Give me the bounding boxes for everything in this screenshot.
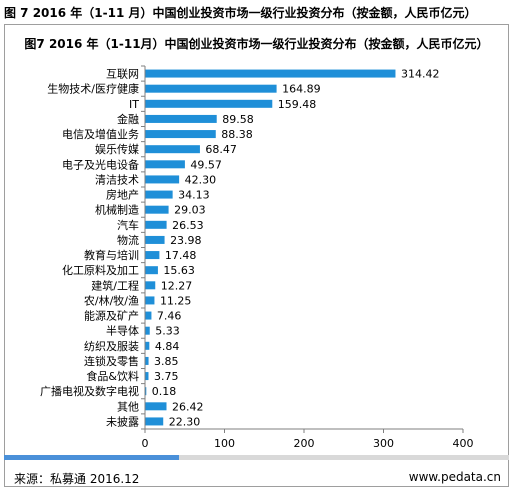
bar <box>145 326 150 335</box>
bar <box>145 341 150 350</box>
chart-frame: 图7 2016 年（1-11月）中国创业投资市场一级行业投资分布（按金额，人民币… <box>4 24 509 487</box>
figure-caption: 图 7 2016 年（1-11 月）中国创业投资市场一级行业投资分布（按金额，人… <box>4 6 477 20</box>
value-label: 314.42 <box>401 68 440 81</box>
value-label: 4.84 <box>155 340 180 353</box>
bar <box>145 160 185 169</box>
value-label: 7.46 <box>157 310 182 323</box>
category-label: 能源及矿产 <box>84 309 139 323</box>
bar <box>145 356 149 365</box>
footer-divider <box>4 455 509 460</box>
category-label: 食品&饮料 <box>86 369 139 383</box>
category-label: 纺织及服装 <box>84 339 139 353</box>
value-label: 22.30 <box>169 415 201 428</box>
bar <box>145 235 165 244</box>
value-label: 3.85 <box>154 355 179 368</box>
value-label: 49.57 <box>190 158 222 171</box>
bar <box>145 402 167 411</box>
value-label: 26.42 <box>172 400 204 413</box>
bar <box>145 130 216 139</box>
bar <box>145 220 167 229</box>
value-label: 89.58 <box>222 113 254 126</box>
bar <box>145 281 156 290</box>
category-label: 建筑/工程 <box>91 278 139 292</box>
category-label: 房地产 <box>106 188 139 202</box>
bar <box>145 417 164 426</box>
value-label: 34.13 <box>178 189 210 202</box>
bar <box>145 145 200 154</box>
category-label: 连锁及零售 <box>84 354 139 368</box>
category-label: 金融 <box>117 112 139 126</box>
category-label: 教育与培训 <box>84 248 139 262</box>
bar <box>145 387 147 396</box>
value-label: 12.27 <box>161 279 193 292</box>
category-label: 未披露 <box>106 414 139 428</box>
source-note: 来源：私募通 2016.12 <box>14 472 140 486</box>
category-label: 电信及增值业务 <box>62 127 139 141</box>
value-label: 159.48 <box>278 98 317 111</box>
value-label: 3.75 <box>154 370 179 383</box>
category-label: 互联网 <box>106 68 139 81</box>
bar <box>145 266 158 275</box>
bar <box>145 84 277 93</box>
value-label: 17.48 <box>165 249 197 262</box>
bar <box>145 311 152 320</box>
value-label: 68.47 <box>205 143 237 156</box>
bar <box>145 205 169 214</box>
footer-divider-accent <box>4 455 179 460</box>
category-label: IT <box>129 98 139 111</box>
bar <box>145 372 149 381</box>
x-tick-label: 300 <box>373 437 394 450</box>
value-label: 23.98 <box>170 234 202 247</box>
x-tick-label: 100 <box>214 437 235 450</box>
chart-title: 图7 2016 年（1-11月）中国创业投资市场一级行业投资分布（按金额，人民币… <box>24 37 489 51</box>
value-label: 88.38 <box>221 128 253 141</box>
bar <box>145 114 217 123</box>
website-link[interactable]: www.pedata.cn <box>408 470 501 484</box>
value-label: 26.53 <box>172 219 204 232</box>
value-label: 5.33 <box>155 325 180 338</box>
category-label: 清洁技术 <box>95 173 139 186</box>
x-tick-label: 400 <box>453 437 474 450</box>
bar <box>145 99 273 108</box>
bar <box>145 296 155 305</box>
category-label: 生物技术/医疗健康 <box>47 82 139 96</box>
category-label: 其他 <box>117 400 139 413</box>
bar <box>145 175 180 184</box>
category-label: 广播电视及数字电视 <box>40 384 139 398</box>
category-label: 化工原料及加工 <box>62 263 139 277</box>
category-label: 机械制造 <box>95 203 139 217</box>
bar <box>145 251 160 260</box>
category-label: 汽车 <box>117 218 139 232</box>
category-label: 物流 <box>117 233 139 247</box>
bar <box>145 190 173 199</box>
value-label: 42.30 <box>185 173 217 186</box>
bar <box>145 69 396 78</box>
category-label: 电子及光电设备 <box>62 157 139 171</box>
value-label: 164.89 <box>282 83 321 96</box>
category-label: 娱乐传媒 <box>95 142 139 156</box>
value-label: 11.25 <box>160 294 192 307</box>
value-label: 29.03 <box>174 204 206 217</box>
x-tick-label: 0 <box>142 437 149 450</box>
value-label: 15.63 <box>163 264 195 277</box>
category-label: 农/林/牧/渔 <box>84 293 139 307</box>
value-label: 0.18 <box>152 385 177 398</box>
x-tick-label: 200 <box>294 437 315 450</box>
category-label: 半导体 <box>106 324 139 338</box>
